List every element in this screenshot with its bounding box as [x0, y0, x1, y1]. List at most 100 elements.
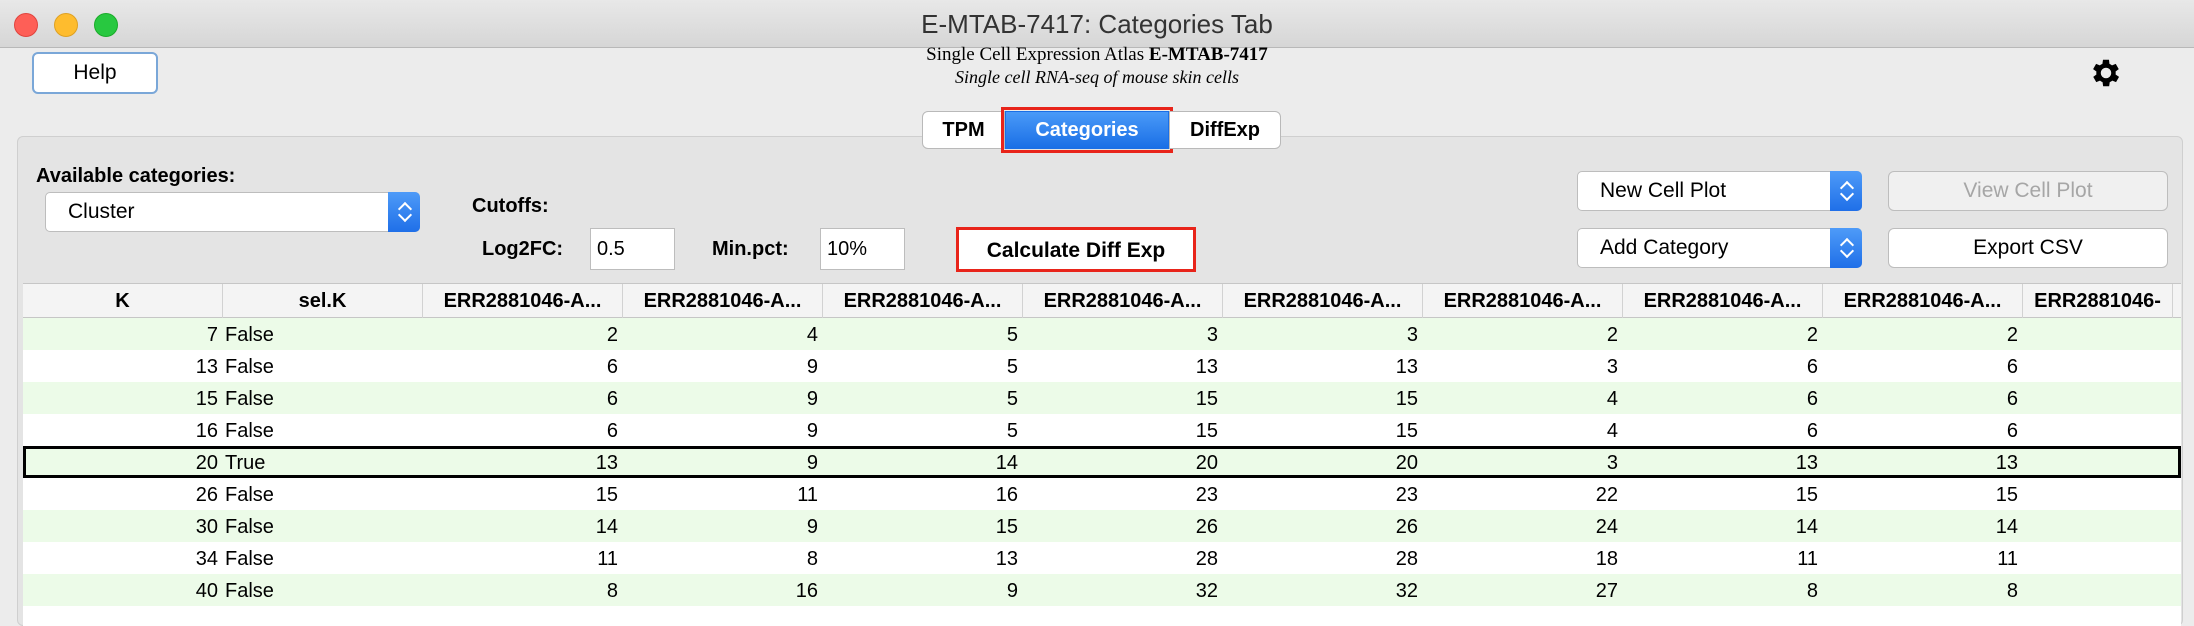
table-cell: 26 — [195, 484, 218, 506]
table-cell: 4 — [1606, 420, 1618, 442]
column-header[interactable]: ERR2881046-A... — [1223, 284, 1423, 318]
table-cell — [2023, 318, 2173, 350]
minpct-field[interactable]: 10% — [820, 228, 905, 270]
column-header[interactable]: K — [23, 284, 223, 318]
column-header[interactable]: sel.K — [223, 284, 423, 318]
table-row[interactable]: 13 False 6 9 5 13 13 3 6 6 — [23, 350, 2181, 382]
table-cell: 15 — [995, 516, 1018, 538]
window-title: E-MTAB-7417: Categories Tab — [921, 9, 1273, 39]
table-row[interactable]: 26 False 15 11 16 23 23 22 15 15 — [23, 478, 2181, 510]
column-header[interactable]: ERR2881046-A... — [1023, 284, 1223, 318]
table-cell: 13 — [1795, 452, 1818, 474]
log2fc-field[interactable]: 0.5 — [590, 228, 675, 270]
column-header[interactable]: ERR2881046-A... — [1823, 284, 2023, 318]
category-select[interactable]: Cluster — [45, 192, 420, 232]
table-cell: 9 — [806, 516, 818, 538]
table-cell: 28 — [1195, 548, 1218, 570]
calculate-diff-exp-button[interactable]: Calculate Diff Exp — [956, 227, 1196, 272]
gear-icon[interactable] — [2088, 55, 2124, 91]
table-cell: True — [225, 452, 266, 474]
tab-categories[interactable]: Categories — [1001, 107, 1173, 153]
view-cell-plot-button[interactable]: View Cell Plot — [1888, 171, 2168, 211]
table-cell: 22 — [1595, 484, 1618, 506]
table-cell: 9 — [806, 356, 818, 378]
table-cell: 32 — [1195, 580, 1218, 602]
table-cell: 4 — [1606, 388, 1618, 410]
table-cell: False — [225, 388, 274, 410]
help-button[interactable]: Help — [32, 52, 158, 94]
column-header[interactable]: ERR2881046-A... — [623, 284, 823, 318]
new-cell-plot-value: New Cell Plot — [1600, 179, 1727, 202]
table-cell: 6 — [2006, 420, 2018, 442]
table-cell — [2023, 414, 2173, 446]
table-cell: 30 — [195, 516, 218, 538]
table-row[interactable]: 15 False 6 9 5 15 15 4 6 6 — [23, 382, 2181, 414]
table-cell: 5 — [1006, 388, 1018, 410]
column-header[interactable]: ERR2881046- — [2023, 284, 2173, 318]
table-cell: 15 — [1195, 420, 1218, 442]
table-cell: 8 — [806, 548, 818, 570]
table-cell: 28 — [1395, 548, 1418, 570]
table-row[interactable]: 40 False 8 16 9 32 32 27 8 8 — [23, 574, 2181, 606]
table-cell: 6 — [606, 388, 618, 410]
cutoffs-label: Cutoffs: — [472, 195, 549, 217]
select-chevron-icon — [1830, 228, 1862, 268]
table-cell: 11 — [597, 548, 618, 570]
table-cell: 7 — [206, 324, 218, 346]
atlas-id: E-MTAB-7417 — [1148, 44, 1268, 65]
table-cell — [2023, 350, 2173, 382]
table-cell: 6 — [1806, 356, 1818, 378]
table-row[interactable]: 30 False 14 9 15 26 26 24 14 14 — [23, 510, 2181, 542]
table-cell: 14 — [1995, 516, 2018, 538]
column-header[interactable]: ERR2881046-A... — [1623, 284, 1823, 318]
tab-diffexp[interactable]: DiffExp — [1169, 111, 1281, 149]
table-cell: False — [225, 516, 274, 538]
table-cell: 13 — [195, 356, 218, 378]
table-body: 7 False 2 4 5 3 3 2 2 2 13 False 6 9 5 13 13 3 6 6 15 False 6 9… — [23, 318, 2181, 606]
add-category-select[interactable]: Add Category — [1577, 228, 1862, 268]
export-csv-button[interactable]: Export CSV — [1888, 228, 2168, 268]
table-cell: 13 — [1995, 452, 2018, 474]
table-cell: 2 — [1806, 324, 1818, 346]
select-chevron-icon — [1830, 171, 1862, 211]
table-cell: 5 — [1006, 420, 1018, 442]
table-cell: 2 — [606, 324, 618, 346]
tab-tpm[interactable]: TPM — [922, 111, 1005, 149]
table-cell: 4 — [806, 324, 818, 346]
minimize-window-button[interactable] — [54, 13, 78, 37]
table-cell: 3 — [1406, 324, 1418, 346]
table-cell: 15 — [595, 484, 618, 506]
new-cell-plot-select[interactable]: New Cell Plot — [1577, 171, 1862, 211]
table-cell: False — [225, 484, 274, 506]
log2fc-label: Log2FC: — [482, 238, 564, 260]
table-cell: 13 — [595, 452, 618, 474]
table-cell: False — [225, 548, 274, 570]
maximize-window-button[interactable] — [94, 13, 118, 37]
table-cell: 9 — [806, 388, 818, 410]
table-cell: 26 — [1395, 516, 1418, 538]
table-cell: 11 — [1797, 548, 1818, 570]
table-cell: 11 — [1997, 548, 2018, 570]
table-cell: 15 — [1195, 388, 1218, 410]
table-row[interactable]: 16 False 6 9 5 15 15 4 6 6 — [23, 414, 2181, 446]
atlas-prefix: Single Cell Expression Atlas — [926, 44, 1145, 65]
table-cell: 6 — [2006, 356, 2018, 378]
table-cell: 16 — [795, 580, 818, 602]
table-row[interactable]: 34 False 11 8 13 28 28 18 11 11 — [23, 542, 2181, 574]
table-cell — [2023, 478, 2173, 510]
column-header[interactable]: ERR2881046-A... — [423, 284, 623, 318]
table-cell: 9 — [1006, 580, 1018, 602]
add-category-value: Add Category — [1600, 236, 1729, 259]
table-cell: 20 — [1195, 452, 1218, 474]
table-cell: 16 — [995, 484, 1018, 506]
table-cell: 40 — [195, 580, 218, 602]
table-row[interactable]: 20 True 13 9 14 20 20 3 13 13 — [23, 446, 2181, 478]
close-window-button[interactable] — [14, 13, 38, 37]
table-row[interactable]: 7 False 2 4 5 3 3 2 2 2 — [23, 318, 2181, 350]
table-cell: 15 — [1795, 484, 1818, 506]
column-header[interactable]: ERR2881046-A... — [1423, 284, 1623, 318]
table-cell: 15 — [1995, 484, 2018, 506]
table-cell: 23 — [1395, 484, 1418, 506]
column-header[interactable]: ERR2881046-A... — [823, 284, 1023, 318]
table-cell: 14 — [995, 452, 1018, 474]
